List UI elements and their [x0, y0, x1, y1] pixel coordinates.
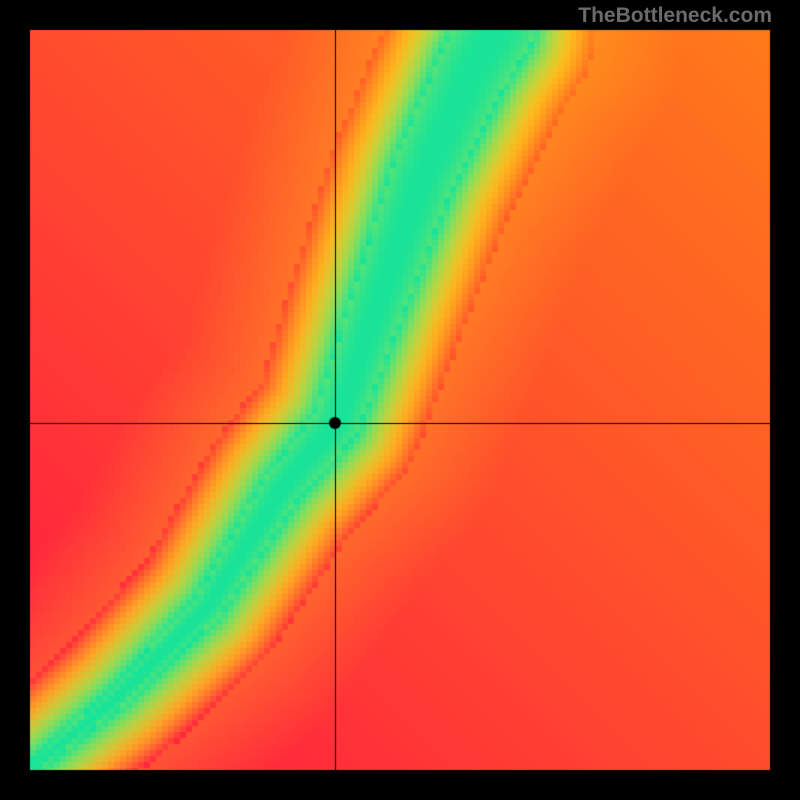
- chart-container: TheBottleneck.com: [0, 0, 800, 800]
- watermark-text: TheBottleneck.com: [578, 4, 772, 28]
- heatmap-canvas: [0, 0, 800, 800]
